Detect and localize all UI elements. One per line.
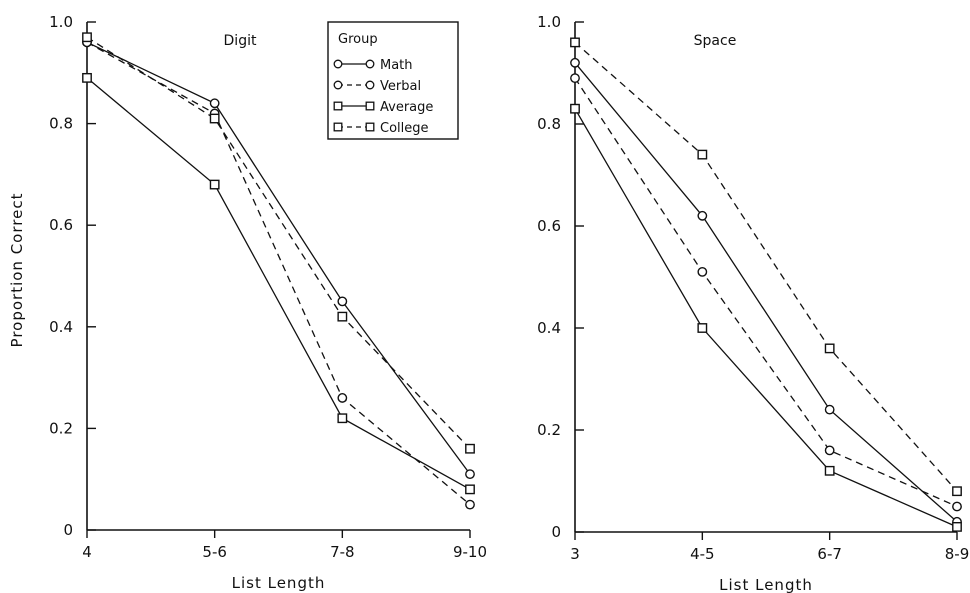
legend-marker	[365, 80, 375, 90]
y-tick-label: 0	[63, 521, 73, 539]
y-tick-label: 0	[551, 523, 561, 541]
legend-marker	[333, 101, 343, 111]
legend-entry-college: College	[380, 121, 429, 136]
data-point-verbal	[824, 445, 835, 456]
data-point-average	[465, 484, 475, 495]
y-tick-label: 0.2	[537, 421, 561, 439]
legend-marker	[333, 80, 343, 90]
series-line-math	[86, 41, 471, 475]
series-line-college	[86, 36, 471, 450]
data-point-average	[570, 103, 580, 114]
legend-marker	[365, 101, 375, 111]
legend-marker	[365, 59, 375, 69]
y-axis-title: Proportion Correct	[8, 193, 26, 348]
data-point-college	[952, 486, 962, 497]
x-tick-label: 5-6	[202, 543, 227, 561]
y-tick-label: 0.8	[49, 115, 73, 133]
y-tick-label: 0.6	[49, 216, 73, 234]
series-line-college	[574, 41, 958, 492]
y-tick-label: 0.6	[537, 217, 561, 235]
x-axis-title: List Length	[232, 574, 326, 592]
legend-title: Group	[338, 32, 378, 47]
data-point-math	[570, 57, 580, 68]
data-point-math	[465, 469, 475, 480]
data-point-average	[697, 323, 708, 333]
data-point-college	[209, 113, 220, 124]
data-point-verbal	[952, 501, 962, 512]
series-line-average	[574, 108, 958, 528]
data-point-average	[952, 522, 962, 532]
data-point-average	[337, 413, 348, 424]
legend-entry-verbal: Verbal	[380, 79, 421, 94]
x-tick-label: 9-10	[453, 543, 487, 561]
data-point-average	[824, 465, 835, 476]
data-point-math	[209, 98, 220, 109]
data-point-verbal	[697, 266, 708, 277]
data-point-college	[465, 443, 475, 454]
data-point-college	[337, 311, 348, 322]
data-point-verbal	[465, 499, 475, 510]
data-point-average	[82, 72, 92, 83]
panel-title: Digit	[224, 33, 257, 49]
x-tick-label: 4	[82, 543, 92, 561]
data-point-math	[824, 404, 835, 415]
y-tick-label: 1.0	[537, 13, 561, 31]
data-point-math	[697, 210, 708, 221]
x-axis-title: List Length	[719, 576, 813, 593]
x-tick-label: 8-9	[945, 545, 970, 563]
y-tick-label: 0.2	[49, 419, 73, 437]
data-point-college	[570, 37, 580, 48]
legend-entry-average: Average	[380, 100, 433, 115]
legend-marker	[365, 122, 375, 132]
x-tick-label: 7-8	[330, 543, 355, 561]
legend-marker	[333, 59, 343, 69]
series-line-average	[86, 77, 471, 490]
data-point-verbal	[570, 73, 580, 84]
x-tick-label: 4-5	[690, 545, 715, 563]
panel-title: Space	[694, 33, 737, 49]
data-point-college	[824, 343, 835, 354]
y-tick-label: 1.0	[49, 13, 73, 31]
data-point-verbal	[337, 393, 348, 403]
legend-entry-math: Math	[380, 58, 413, 73]
x-tick-label: 3	[570, 545, 580, 563]
space-panel: 0 0.2 0.4 0.6 0.8 1.0 3 4-5 6-7 8-9 Space List Leng…	[537, 13, 969, 593]
series-line-math	[574, 62, 958, 523]
y-tick-label: 0.4	[49, 318, 73, 336]
series-line-verbal	[574, 77, 958, 508]
data-point-average	[209, 179, 220, 190]
data-point-math	[337, 296, 348, 307]
y-tick-label: 0.4	[537, 319, 561, 337]
y-tick-label: 0.8	[537, 115, 561, 133]
legend-box	[327, 21, 459, 140]
data-point-college	[82, 32, 92, 43]
legend-marker	[333, 122, 343, 132]
x-tick-label: 6-7	[817, 545, 842, 563]
digit-panel: 0 0.2 0.4 0.6 0.8 1.0 4 5-6 7-8 9-10 Digit List Len…	[49, 13, 487, 592]
data-point-college	[697, 149, 708, 160]
